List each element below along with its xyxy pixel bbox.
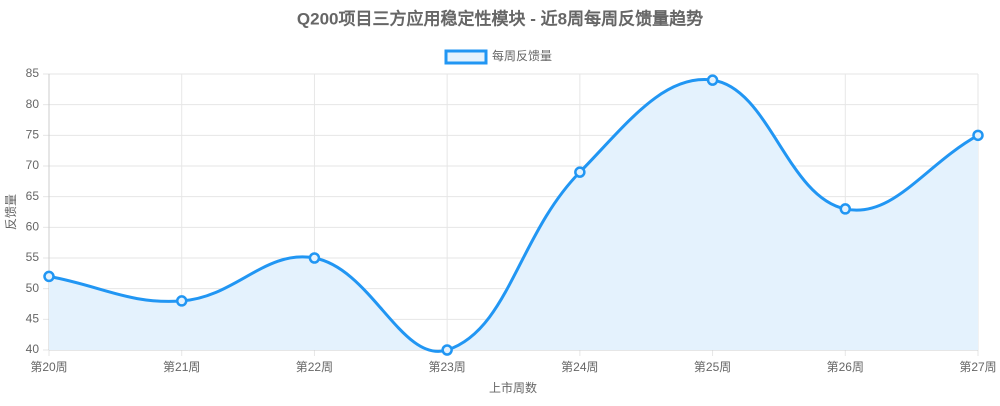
point xyxy=(441,344,453,356)
point xyxy=(972,129,984,142)
x-axis-label: 上市周数 xyxy=(489,380,537,395)
y-axis-label: 反馈量 xyxy=(4,194,18,230)
point xyxy=(574,166,586,178)
y-tick-label: 70 xyxy=(26,158,40,172)
x-tick-label: 第24周 xyxy=(561,360,598,374)
y-tick-label: 45 xyxy=(26,312,40,326)
point xyxy=(175,295,188,307)
point xyxy=(43,270,55,283)
y-tick-label: 85 xyxy=(26,66,40,80)
y-tick-label: 55 xyxy=(26,250,40,264)
legend-label: 每周反馈量 xyxy=(492,48,552,63)
x-tick-label: 第25周 xyxy=(694,360,731,374)
point xyxy=(839,203,852,215)
chart-title: Q200项目三方应用稳定性模块 - 近8周每周反馈量趋势 xyxy=(297,8,703,28)
x-tick-label: 第20周 xyxy=(30,360,67,374)
point xyxy=(706,74,719,86)
x-tick-label: 第27周 xyxy=(959,360,996,374)
legend-swatch xyxy=(444,49,488,65)
point xyxy=(308,252,321,264)
line xyxy=(48,78,979,353)
x-tick-label: 第21周 xyxy=(163,360,200,374)
y-tick-label: 75 xyxy=(26,128,40,142)
x-tick-label: 第23周 xyxy=(428,360,465,374)
x-tick-label: 第26周 xyxy=(827,360,864,374)
y-tick-label: 80 xyxy=(26,97,40,111)
y-tick-label: 60 xyxy=(26,220,40,234)
area xyxy=(49,79,978,352)
y-tick-label: 65 xyxy=(26,189,40,203)
x-tick-label: 第22周 xyxy=(296,360,333,374)
y-tick-label: 40 xyxy=(26,342,40,356)
y-tick-label: 50 xyxy=(26,281,40,295)
